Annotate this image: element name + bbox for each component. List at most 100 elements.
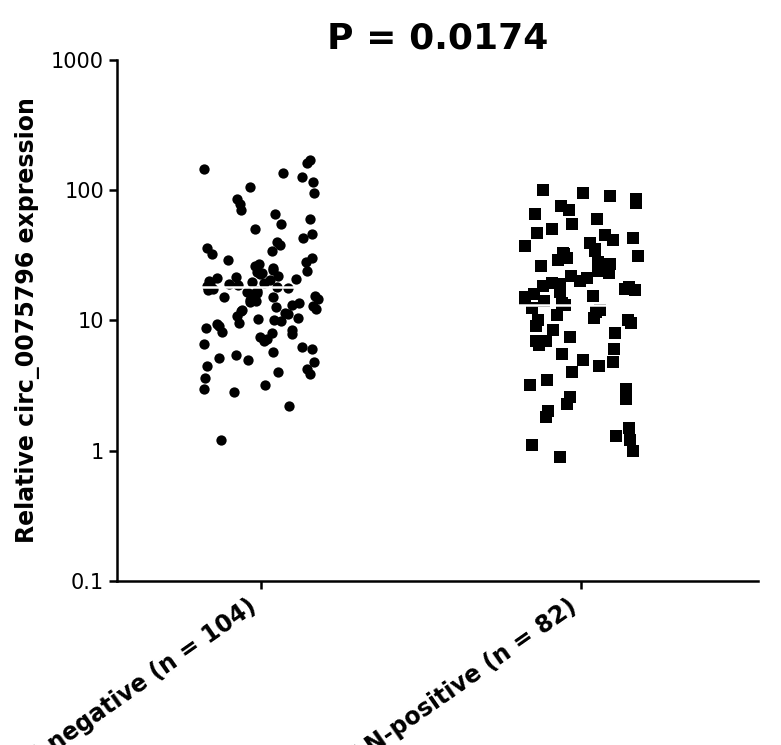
Point: [530, 335, 542, 346]
Point: [531, 226, 544, 238]
Point: [312, 293, 325, 305]
Point: [269, 209, 281, 221]
Point: [625, 317, 637, 329]
Point: [283, 400, 295, 412]
Point: [587, 290, 599, 302]
Point: [203, 275, 216, 287]
Point: [207, 283, 219, 295]
Point: [519, 294, 531, 305]
Point: [554, 286, 566, 298]
Point: [306, 343, 319, 355]
Point: [261, 333, 273, 345]
Point: [304, 213, 316, 225]
Point: [253, 331, 266, 343]
Point: [201, 280, 213, 292]
Point: [551, 309, 564, 321]
Point: [594, 304, 606, 316]
Point: [546, 224, 558, 235]
Point: [590, 306, 602, 318]
Point: [248, 260, 261, 272]
Point: [603, 267, 615, 279]
Point: [297, 232, 309, 244]
Point: [201, 360, 214, 372]
Point: [527, 288, 540, 299]
Point: [263, 274, 276, 286]
Point: [282, 308, 294, 320]
Point: [554, 278, 566, 290]
Point: [540, 411, 552, 423]
Point: [301, 364, 314, 375]
Point: [592, 360, 604, 372]
Point: [532, 314, 544, 326]
Point: [624, 434, 637, 446]
Point: [216, 326, 228, 338]
Point: [306, 176, 319, 188]
Point: [306, 228, 319, 240]
Point: [538, 295, 551, 307]
Point: [622, 281, 635, 293]
Point: [286, 299, 298, 311]
Point: [198, 383, 211, 395]
Point: [198, 338, 210, 350]
Point: [267, 346, 280, 358]
Point: [603, 190, 615, 202]
Point: [266, 245, 279, 257]
Point: [235, 305, 248, 317]
Point: [566, 218, 579, 229]
Point: [230, 349, 243, 361]
Point: [231, 193, 244, 205]
Point: [592, 264, 604, 276]
Point: [552, 254, 565, 266]
Point: [530, 320, 543, 332]
Point: [300, 256, 312, 268]
Point: [591, 256, 604, 268]
Point: [246, 289, 259, 301]
Point: [253, 259, 266, 270]
Point: [232, 279, 244, 291]
Point: [228, 387, 241, 399]
Point: [537, 184, 549, 196]
Point: [632, 250, 644, 262]
Point: [230, 271, 242, 283]
Point: [236, 304, 248, 316]
Point: [266, 327, 279, 339]
Point: [269, 301, 282, 313]
Point: [607, 356, 619, 368]
Point: [576, 354, 589, 366]
Point: [201, 242, 213, 254]
Point: [266, 291, 279, 303]
Point: [565, 270, 577, 282]
Point: [251, 266, 263, 278]
Point: [604, 259, 616, 270]
Point: [310, 302, 323, 314]
Point: [533, 339, 546, 351]
Point: [291, 311, 304, 323]
Point: [267, 262, 280, 274]
Point: [564, 331, 576, 343]
Point: [275, 218, 287, 229]
Point: [608, 327, 621, 339]
Point: [598, 229, 611, 241]
Point: [199, 372, 212, 384]
Point: [594, 262, 606, 274]
Point: [218, 291, 230, 303]
Point: [629, 285, 642, 297]
Point: [542, 405, 555, 417]
Point: [200, 323, 212, 335]
Point: [258, 276, 270, 288]
Point: [204, 277, 216, 289]
Point: [607, 235, 619, 247]
Point: [588, 245, 601, 257]
Point: [242, 354, 255, 366]
Point: [244, 181, 257, 193]
Point: [537, 279, 550, 291]
Point: [246, 288, 259, 300]
Point: [271, 236, 284, 248]
Point: [303, 154, 316, 166]
Point: [589, 244, 601, 256]
Point: [610, 430, 622, 442]
Point: [213, 352, 226, 364]
Point: [587, 311, 600, 323]
Point: [282, 282, 294, 294]
Point: [547, 323, 559, 335]
